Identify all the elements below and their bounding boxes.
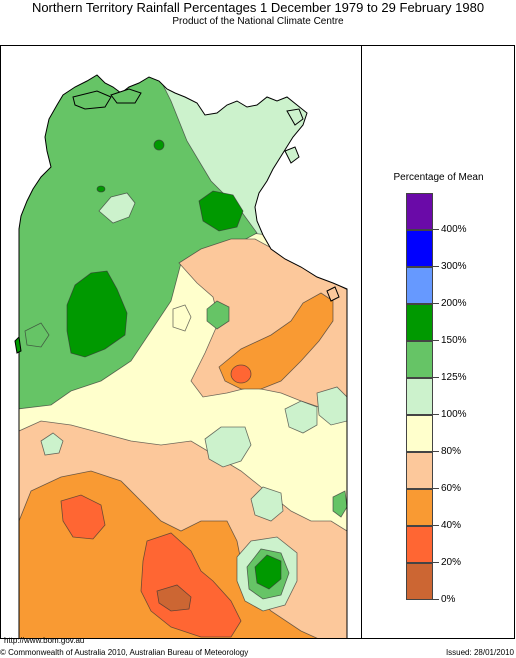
legend-tick bbox=[433, 377, 439, 378]
legend-swatch bbox=[406, 378, 433, 415]
source-url[interactable]: http://www.bom.gov.au bbox=[4, 636, 85, 645]
legend-swatch bbox=[406, 563, 433, 600]
rainfall-map-graphic bbox=[14, 74, 348, 638]
legend-tick bbox=[433, 488, 439, 489]
legend-tick bbox=[433, 525, 439, 526]
map-subtitle: Product of the National Climate Centre bbox=[172, 16, 344, 27]
legend-label: 400% bbox=[441, 224, 467, 235]
map-title: Northern Territory Rainfall Percentages … bbox=[31, 0, 485, 15]
legend-swatch bbox=[406, 415, 433, 452]
legend-tick bbox=[433, 451, 439, 452]
legend-label: 150% bbox=[441, 335, 467, 346]
legend-swatch bbox=[406, 193, 433, 230]
legend-swatch bbox=[406, 230, 433, 267]
legend-label: 0% bbox=[441, 594, 456, 605]
legend-label: 200% bbox=[441, 298, 467, 309]
legend-swatch bbox=[406, 341, 433, 378]
legend-tick bbox=[433, 229, 439, 230]
legend-tick bbox=[433, 340, 439, 341]
legend-swatch bbox=[406, 267, 433, 304]
legend-title: Percentage of Mean bbox=[393, 172, 484, 183]
legend-swatch bbox=[406, 489, 433, 526]
legend-label: 20% bbox=[441, 557, 462, 568]
copyright-notice: © Commonwealth of Australia 2010, Austra… bbox=[0, 648, 249, 657]
legend-tick bbox=[433, 303, 439, 304]
legend-label: 125% bbox=[441, 372, 467, 383]
legend-label: 40% bbox=[441, 520, 462, 531]
legend-swatch bbox=[406, 304, 433, 341]
rainfall-map bbox=[0, 45, 362, 639]
legend-label: 100% bbox=[441, 409, 467, 420]
legend-tick bbox=[433, 599, 439, 600]
legend-tick bbox=[433, 266, 439, 267]
legend-tick bbox=[433, 414, 439, 415]
issued-date: Issued: 28/01/2010 bbox=[445, 648, 514, 657]
legend-panel: Percentage of Mean 400% 300% 200% 150% 125% 1… bbox=[362, 45, 515, 639]
legend-swatch bbox=[406, 526, 433, 563]
legend-swatch bbox=[406, 452, 433, 489]
legend-label: 80% bbox=[441, 446, 462, 457]
legend-label: 300% bbox=[441, 261, 467, 272]
legend-label: 60% bbox=[441, 483, 462, 494]
legend-tick bbox=[433, 562, 439, 563]
